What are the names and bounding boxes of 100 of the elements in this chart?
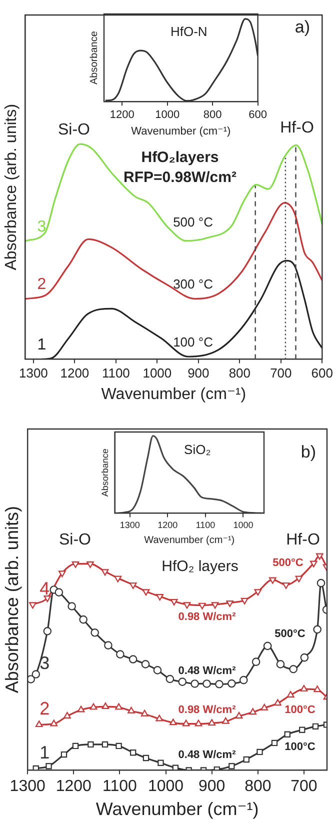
point	[215, 680, 224, 688]
point	[44, 596, 52, 602]
point	[32, 670, 40, 678]
x-tick-label: 1100	[102, 366, 130, 381]
text: Hf-O	[286, 531, 320, 548]
point	[286, 690, 294, 698]
x-tick-label: 1300	[10, 778, 46, 796]
series-label: 4	[40, 578, 50, 599]
point	[274, 699, 282, 706]
point	[166, 674, 174, 684]
point	[116, 742, 122, 750]
point	[170, 598, 178, 606]
point	[314, 686, 321, 692]
x-tick-label: 1100	[102, 778, 138, 796]
y-axis-title: Absorbance (arb. units)	[2, 506, 22, 694]
annotation: 0.48 W/cm²	[178, 749, 236, 762]
x-tick-label: 800	[203, 109, 222, 122]
x-axis-title: Wavenumber (cm⁻¹)	[96, 799, 259, 820]
point	[198, 602, 206, 610]
y-axis-title: Absorbance	[88, 30, 100, 84]
point	[178, 678, 187, 686]
point	[183, 602, 191, 609]
point	[226, 600, 234, 607]
x-tick-label: 700	[290, 778, 318, 796]
point	[79, 615, 88, 624]
point	[260, 704, 268, 710]
point	[228, 763, 235, 770]
y-axis-title: Absorbance	[100, 448, 110, 497]
point	[156, 594, 164, 601]
point	[72, 742, 79, 750]
point	[316, 553, 324, 560]
point	[300, 684, 308, 692]
x-tick-label: 1300	[120, 520, 140, 530]
point	[116, 650, 124, 658]
point	[128, 706, 135, 714]
point	[239, 676, 248, 684]
point	[194, 720, 202, 726]
point	[50, 720, 58, 726]
point	[129, 582, 137, 589]
point	[202, 680, 211, 688]
annotation: 0.98 W/cm²	[178, 704, 236, 716]
x-axis-title: Wavenumber (cm⁻¹)	[144, 534, 235, 546]
series-label: 3	[40, 653, 50, 674]
text: Hf-O	[280, 119, 314, 136]
x-axis-title: Wavenumber (cm⁻¹)	[131, 125, 231, 138]
series-label: 3	[37, 218, 46, 236]
x-tick-label: 1000	[142, 366, 172, 381]
series-label: 2	[40, 698, 50, 719]
point	[142, 754, 150, 762]
point	[254, 589, 262, 596]
annotation: 300 °C	[173, 276, 213, 292]
point	[169, 718, 177, 726]
point	[172, 764, 179, 770]
point	[72, 561, 80, 568]
point	[295, 576, 303, 582]
point	[115, 703, 122, 710]
point	[54, 588, 64, 596]
point	[208, 719, 216, 726]
point	[153, 666, 162, 674]
annotation: RFP=0.98W/cm²	[124, 169, 236, 186]
annotation: 100°C	[284, 704, 316, 716]
point	[86, 561, 94, 568]
point	[64, 712, 71, 718]
point	[128, 655, 138, 664]
annotation: HfO₂layers	[141, 149, 219, 166]
text: b)	[300, 442, 316, 462]
point	[312, 723, 319, 730]
x-tick-label: 600	[248, 109, 268, 122]
point	[256, 748, 263, 756]
point	[158, 760, 164, 766]
point	[101, 569, 109, 576]
x-tick-label: 1000	[155, 109, 180, 122]
point	[300, 653, 309, 662]
point	[58, 570, 66, 578]
x-tick-label: 600	[311, 366, 334, 381]
point	[77, 706, 85, 712]
point	[271, 740, 278, 746]
x-tick-label: 700	[270, 366, 292, 381]
chart-title: HfO-N	[170, 24, 208, 40]
x-tick-label: 900	[188, 366, 210, 381]
annotation: HfO₂ layers	[162, 558, 238, 576]
point	[243, 756, 250, 763]
point	[235, 712, 243, 718]
point	[240, 598, 248, 604]
point	[28, 675, 35, 684]
x-tick-label: 800	[244, 778, 272, 796]
point	[289, 664, 298, 674]
point	[102, 741, 108, 748]
annotation: 100 °C	[173, 334, 213, 350]
point	[313, 625, 322, 634]
point	[263, 642, 272, 650]
point	[140, 710, 148, 716]
x-tick-label: 1000	[148, 778, 184, 796]
point	[182, 720, 190, 726]
x-tick-label: 1200	[56, 778, 92, 796]
x-tick-label: 900	[198, 778, 226, 796]
x-tick-label: 1200	[110, 109, 134, 122]
point	[102, 702, 110, 710]
point	[114, 576, 122, 582]
text: a)	[294, 18, 310, 37]
